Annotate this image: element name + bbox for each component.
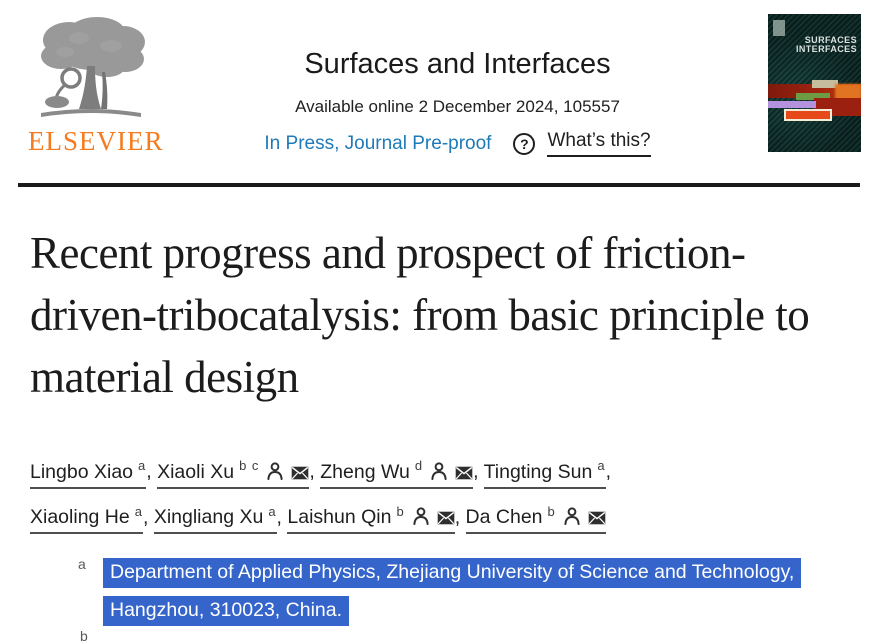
person-icon xyxy=(267,461,284,480)
person-icon xyxy=(431,461,447,480)
author-link-xingliang-xu[interactable]: Xingliang Xu a xyxy=(153,503,277,534)
author-link-xiaoling-he[interactable]: Xiaoling He a xyxy=(30,503,143,534)
publisher-wordmark: ELSEVIER xyxy=(28,126,164,156)
article-title: Recent progress and prospect of friction… xyxy=(30,228,810,402)
author-affiliation-sup: a xyxy=(138,458,147,473)
author-link-zheng-wu[interactable]: Zheng Wu d xyxy=(320,458,474,489)
selected-text-highlight: Department of Applied Physics, Zhejiang … xyxy=(103,558,802,626)
author-name: Da Chen xyxy=(465,506,543,528)
person-icon xyxy=(413,507,429,525)
cover-title-line1: SURFACES xyxy=(804,35,857,45)
whats-this-link[interactable]: What’s this? xyxy=(547,130,651,157)
question-circle-icon[interactable]: ? xyxy=(513,132,536,155)
author-name: Laishun Qin xyxy=(287,506,392,528)
cover-title-line2: INTERFACES xyxy=(795,44,857,54)
in-press-link[interactable]: In Press, Journal Pre-proof xyxy=(264,132,492,154)
affiliation-text-a: Department of Applied Physics, Zhejiang … xyxy=(103,553,815,629)
cover-publisher-mark xyxy=(773,20,785,36)
author-name: Zheng Wu xyxy=(320,460,410,483)
author-affiliation-sup: b xyxy=(547,503,556,519)
author-link-lingbo-xiao[interactable]: Lingbo Xiao a xyxy=(30,458,147,489)
author-separator: , xyxy=(309,460,321,483)
status-row: In Press, Journal Pre-proof ? What’s thi… xyxy=(175,130,740,157)
author-separator: , xyxy=(142,506,154,528)
author-name: Lingbo Xiao xyxy=(30,460,134,483)
journal-header: Surfaces and Interfaces Available online… xyxy=(175,48,740,157)
cover-stripe-purple xyxy=(768,101,816,108)
author-separator: , xyxy=(473,460,484,483)
author-separator: , xyxy=(454,506,466,528)
author-affiliation-sup: a xyxy=(268,503,277,519)
author-name: Xiaoling He xyxy=(30,506,130,528)
affiliation-label-a: a xyxy=(78,556,86,572)
author-separator: , xyxy=(146,460,158,483)
cover-stripe-orange xyxy=(835,84,861,100)
person-icon xyxy=(564,507,580,525)
header-divider xyxy=(18,183,860,187)
author-separator: , xyxy=(605,460,611,483)
envelope-icon xyxy=(292,466,309,479)
author-affiliation-sup: d xyxy=(414,458,424,473)
author-affiliation-sup: a xyxy=(134,503,143,519)
author-affiliation-sup: a xyxy=(597,458,606,473)
author-name: Xiaoli Xu xyxy=(157,460,235,483)
author-link-da-chen[interactable]: Da Chen b xyxy=(465,503,606,534)
author-affiliation-sup: b xyxy=(396,503,405,519)
cover-stripe-green xyxy=(796,93,830,100)
question-glyph: ? xyxy=(520,135,529,152)
journal-title-link[interactable]: Surfaces and Interfaces xyxy=(304,48,611,80)
envelope-icon xyxy=(437,511,455,525)
envelope-icon xyxy=(455,466,473,479)
author-link-tingting-sun[interactable]: Tingting Sun a xyxy=(483,458,606,489)
author-name: Tingting Sun xyxy=(483,460,593,483)
author-name: Xingliang Xu xyxy=(153,506,264,528)
journal-cover-thumbnail: SURFACES INTERFACES xyxy=(768,14,861,152)
author-affiliation-sup: b c xyxy=(239,458,260,473)
available-online-text: Available online 2 December 2024, 105557 xyxy=(295,97,620,116)
affiliation-label-b: b xyxy=(80,628,88,644)
author-link-laishun-qin[interactable]: Laishun Qin b xyxy=(287,503,455,534)
elsevier-logo: ELSEVIER xyxy=(28,12,164,157)
author-separator: , xyxy=(276,506,288,528)
author-link-xiaoli-xu[interactable]: Xiaoli Xu b c xyxy=(157,458,310,489)
cover-stripe-bright xyxy=(784,109,832,121)
author-list: Lingbo Xiao a, Xiaoli Xu b c, Zheng Wu d, T… xyxy=(30,446,840,537)
cover-journal-title: SURFACES INTERFACES xyxy=(796,36,857,54)
elsevier-tree-icon xyxy=(41,17,145,117)
envelope-icon xyxy=(588,511,606,525)
cover-stripe-beige xyxy=(812,80,838,88)
